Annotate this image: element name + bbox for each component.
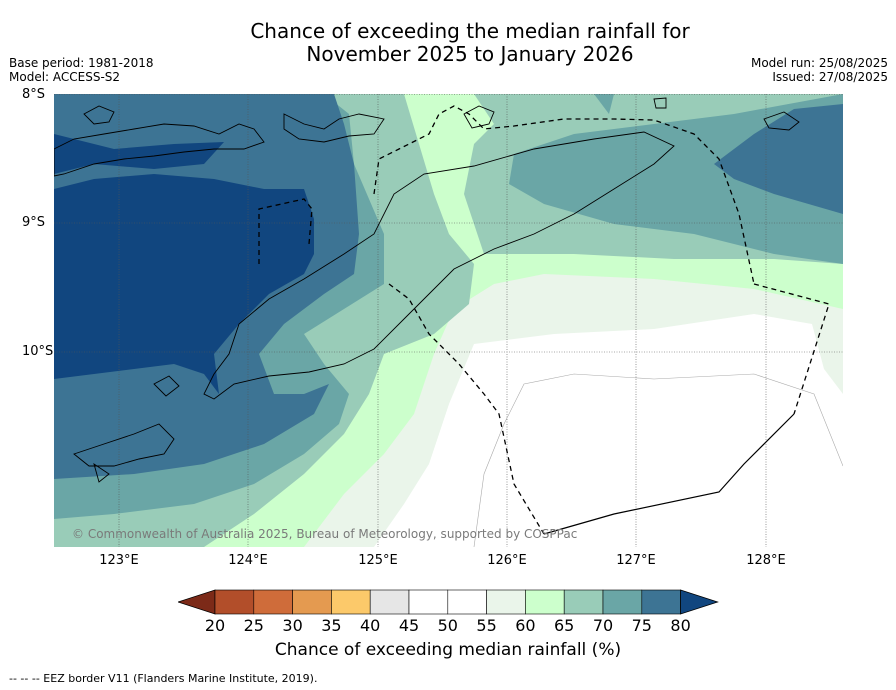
colorbar-segment (408, 589, 449, 615)
colorbar-tick-label: 65 (554, 616, 575, 635)
colorbar-segment (253, 589, 293, 615)
colorbar-tick-label: 55 (476, 616, 497, 635)
model-run: Model run: 25/08/2025 (750, 56, 888, 70)
colorbar-tick-label: 70 (592, 616, 614, 635)
colorbar-tick-label: 35 (321, 616, 342, 635)
model-name: Model: ACCESS-S2 (9, 70, 121, 84)
colorbar-label: Chance of exceeding median rainfall (%) (274, 640, 622, 660)
colorbar-segment (214, 589, 255, 615)
colorbar-tick-label: 20 (204, 616, 226, 635)
lat-label-8s: 8°S (22, 87, 46, 102)
colorbar-segment (447, 589, 487, 615)
colorbar (178, 589, 719, 615)
lon-label-127e: 127°E (616, 553, 656, 568)
lon-label-126e: 126°E (487, 553, 527, 568)
coastlines (54, 97, 800, 483)
colorbar-arrow-low (178, 589, 216, 615)
contour-line (473, 373, 843, 547)
colorbar-segments (178, 589, 719, 615)
colorbar-segment (602, 589, 643, 615)
map-title: Chance of exceeding the median rainfall … (0, 20, 896, 66)
colorbar-segment (563, 589, 604, 615)
lon-label-123e: 123°E (99, 553, 139, 568)
rainfall-map (54, 94, 843, 547)
title-line-2: November 2025 to January 2026 (306, 42, 634, 66)
colorbar-tick-label: 30 (282, 616, 303, 635)
colorbar-tick-label: 25 (243, 616, 264, 635)
lon-label-125e: 125°E (358, 553, 398, 568)
colorbar-segment (486, 589, 526, 615)
lon-label-124e: 124°E (228, 553, 268, 568)
colorbar-segment (525, 589, 565, 615)
copyright-notice: © Commonwealth of Australia 2025, Bureau… (72, 527, 578, 541)
eez-footnote: -- -- -- EEZ border V11 (Flanders Marine… (9, 672, 318, 685)
meta-left: Base period: 1981-2018 Model: ACCESS-S2 (9, 56, 154, 84)
lon-label-128e: 128°E (746, 553, 786, 568)
colorbar-tick-label: 45 (398, 616, 420, 635)
colorbar-tick-label: 50 (437, 616, 458, 635)
colorbar-tick-label: 75 (631, 616, 652, 635)
eez-border-solid (543, 413, 795, 535)
colorbar-segment (331, 589, 371, 615)
colorbar-segment (369, 589, 410, 615)
colorbar-arrow-high (680, 589, 719, 615)
colorbar-segment (641, 589, 681, 615)
graticule (54, 94, 843, 547)
title-line-1: Chance of exceeding the median rainfall … (250, 19, 690, 43)
colorbar-tick-label: 60 (515, 616, 536, 635)
lat-label-9s: 9°S (22, 215, 46, 230)
colorbar-tick-label: 80 (670, 616, 691, 635)
meta-right: Model run: 25/08/2025 Issued: 27/08/2025 (751, 56, 888, 84)
lat-label-10s: 10°S (22, 344, 54, 359)
eez-border (258, 105, 830, 535)
colorbar-segment (292, 589, 332, 615)
colorbar-tick-label: 40 (360, 616, 381, 635)
base-period: Base period: 1981-2018 (9, 56, 154, 70)
issued-date: Issued: 27/08/2025 (772, 70, 888, 84)
